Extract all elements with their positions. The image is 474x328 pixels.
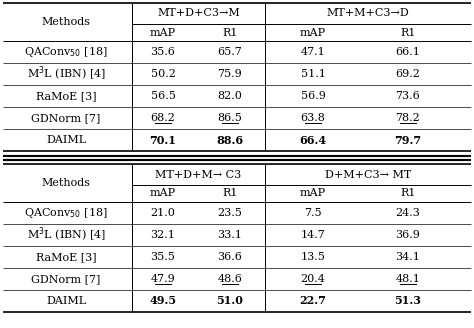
Text: RaMoE [3]: RaMoE [3] [36,252,96,262]
Text: 56.9: 56.9 [301,91,326,101]
Text: RaMoE [3]: RaMoE [3] [36,91,96,101]
Text: 35.6: 35.6 [151,47,175,57]
Text: 35.5: 35.5 [151,252,175,262]
Text: 69.2: 69.2 [396,69,420,79]
Text: mAP: mAP [300,189,326,198]
Text: 24.3: 24.3 [396,208,420,218]
Text: M$^3$L (IBN) [4]: M$^3$L (IBN) [4] [27,65,106,83]
Text: MT+D+C3→M: MT+D+C3→M [157,9,240,18]
Text: 56.5: 56.5 [151,91,175,101]
Text: 66.4: 66.4 [300,134,327,146]
Text: DAIML: DAIML [46,135,86,145]
Text: 48.1: 48.1 [396,274,420,284]
Text: R1: R1 [222,28,237,37]
Text: 47.1: 47.1 [301,47,325,57]
Text: mAP: mAP [150,189,176,198]
Text: 14.7: 14.7 [301,230,325,240]
Text: 49.5: 49.5 [149,296,176,306]
Text: Methods: Methods [42,17,91,27]
Text: 68.2: 68.2 [151,113,175,123]
Text: 79.7: 79.7 [394,134,421,146]
Text: 21.0: 21.0 [151,208,175,218]
Text: 7.5: 7.5 [304,208,322,218]
Text: 32.1: 32.1 [151,230,175,240]
Text: 47.9: 47.9 [151,274,175,284]
Text: QAConv$_{50}$ [18]: QAConv$_{50}$ [18] [24,45,108,59]
Text: QAConv$_{50}$ [18]: QAConv$_{50}$ [18] [24,206,108,220]
Text: 36.9: 36.9 [396,230,420,240]
Text: R1: R1 [401,189,416,198]
Text: 73.6: 73.6 [396,91,420,101]
Text: 78.2: 78.2 [396,113,420,123]
Text: 51.3: 51.3 [394,296,421,306]
Text: 51.1: 51.1 [301,69,326,79]
Text: 70.1: 70.1 [150,134,176,146]
Text: R1: R1 [222,189,237,198]
Text: mAP: mAP [150,28,176,37]
Text: 50.2: 50.2 [151,69,175,79]
Text: 66.1: 66.1 [396,47,420,57]
Text: GDNorm [7]: GDNorm [7] [31,113,100,123]
Text: 88.6: 88.6 [217,134,244,146]
Text: 13.5: 13.5 [301,252,326,262]
Text: Methods: Methods [42,178,91,188]
Text: 22.7: 22.7 [300,296,327,306]
Text: MT+M+C3→D: MT+M+C3→D [327,9,410,18]
Text: mAP: mAP [300,28,326,37]
Text: 63.8: 63.8 [301,113,326,123]
Text: R1: R1 [401,28,416,37]
Text: 75.9: 75.9 [218,69,242,79]
Text: 65.7: 65.7 [218,47,242,57]
Text: 33.1: 33.1 [218,230,242,240]
Text: 51.0: 51.0 [217,296,244,306]
Text: 82.0: 82.0 [218,91,242,101]
Text: MT+D+M→ C3: MT+D+M→ C3 [155,170,242,179]
Text: D+M+C3→ MT: D+M+C3→ MT [325,170,411,179]
Text: 48.6: 48.6 [218,274,242,284]
Text: M$^3$L (IBN) [4]: M$^3$L (IBN) [4] [27,226,106,244]
Text: 20.4: 20.4 [301,274,326,284]
Text: 86.5: 86.5 [218,113,242,123]
Text: 36.6: 36.6 [218,252,242,262]
Text: GDNorm [7]: GDNorm [7] [31,274,100,284]
Text: 34.1: 34.1 [396,252,420,262]
Text: 23.5: 23.5 [218,208,242,218]
Text: DAIML: DAIML [46,296,86,306]
